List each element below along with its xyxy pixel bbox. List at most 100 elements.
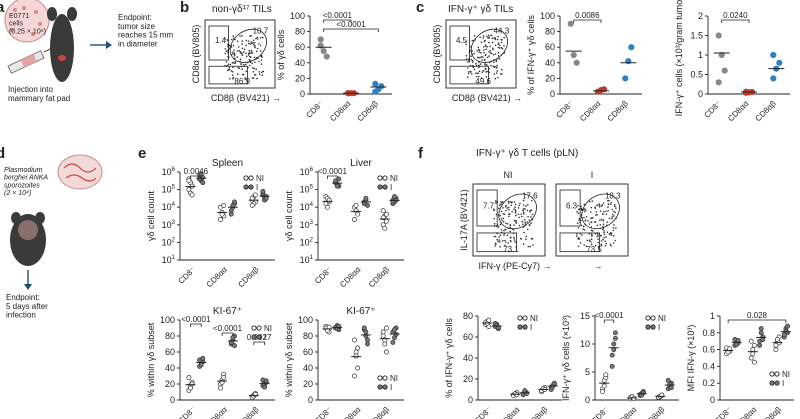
text-line: cells [9,21,24,28]
event-dot [475,64,478,67]
category-label: CD8αβ [367,265,391,289]
event-dot [467,67,469,69]
event-dot [475,72,477,74]
category-label: CD8αα [205,265,229,289]
panel-d-label: d [0,145,5,162]
event-dot [253,41,256,44]
event-dot [597,238,599,240]
event-dot [492,53,495,56]
y-axis-label: % within γδ subset [146,322,156,397]
event-dot [231,53,234,55]
event-dot [483,51,485,54]
chart-title: Liver [350,158,372,169]
event-dot [243,48,246,51]
event-dot [575,235,578,237]
y-tick-label: 0 [698,89,703,99]
data-point-ni [601,383,607,389]
event-dot [497,46,500,49]
data-point-ni [751,342,757,348]
event-dot [471,73,473,75]
event-dot [251,51,253,53]
event-dot [504,205,507,208]
legend-ni-label: NI [256,174,264,183]
event-dot [249,35,251,37]
event-dot [510,201,513,204]
event-dot [232,35,235,37]
category-label: CD8αα [205,405,229,419]
event-dot [256,47,259,50]
text-line: Plasmodium [4,167,43,174]
event-dot [260,59,263,61]
event-dot [590,233,593,235]
event-dot [254,46,256,49]
tick-exponent: 1 [310,255,314,261]
event-dot [484,39,486,42]
event-dot [473,68,476,71]
data-point-i [198,362,204,368]
gate-value: 17.6 [522,191,538,200]
event-dot [234,57,236,60]
event-dot [477,46,480,49]
event-dot [239,35,241,37]
y-tick-label: 0.5 [690,70,703,80]
category-label: CD8αα [726,99,750,123]
event-dot [495,243,497,246]
event-dot [226,39,229,41]
flow-y-axis-label: CD8α (BV805) [432,25,442,84]
data-point-ni [382,225,388,231]
significance-bracket [190,175,202,179]
event-dot [497,225,500,228]
text-line: reaches 15 mm [118,31,173,40]
event-dot [497,51,500,54]
event-dot [524,223,527,225]
data-point-i [363,195,369,201]
flow-y-axis-label: CD8α (BV805) [191,25,201,84]
event-dot [521,215,523,218]
sporozoite-text: Plasmodium berghei ANKA sporozoites (2 × 10… [4,167,48,197]
event-dot [591,200,593,202]
event-dot [508,209,510,211]
event-dot [472,61,474,64]
y-tick-label: 0 [468,395,473,405]
tick-exponent: 6 [310,167,314,173]
data-point-ni [252,192,258,198]
chart-b-percent: 0 20 40 60 80 100 % of γδ cells CD8⁻ CD8αα CD8αβ <… [276,11,392,123]
event-dot [232,76,235,79]
event-dot [578,219,580,221]
event-dot [467,76,469,78]
event-dot [583,244,585,246]
endpoint-d-text: Endpoint: 5 days after infection [6,293,48,320]
y-axis-label: IFN-γ⁺ γδ cells (×10³) [561,315,571,401]
event-dot [602,228,604,231]
event-dot [613,210,615,213]
event-dot [522,204,525,206]
y-tick-label: 102 [162,237,176,247]
y-tick-label: 100 [160,315,175,325]
event-dot [245,55,248,58]
category-label: CD8⁻ [313,405,334,419]
event-dot [530,199,533,202]
event-dot [252,42,254,44]
category-label: CD8αβ [525,405,549,419]
gate-value: 10.7 [253,27,269,36]
event-dot [465,43,468,46]
event-dot [506,207,508,209]
legend-ni-marker [517,315,523,321]
event-dot [580,205,582,208]
event-dot [233,53,236,56]
y-tick-label: 10 [580,339,590,349]
data-point-ni [380,333,386,339]
gate-value: 73.5 [586,245,602,254]
event-dot [478,51,481,53]
data-point-i [609,363,615,369]
text-line: Endpoint: [6,293,40,302]
event-dot [252,43,255,46]
event-dot [232,51,234,53]
event-dot [233,55,236,57]
event-dot [577,205,579,207]
event-dot [477,48,480,51]
event-dot [484,63,486,65]
event-dot [505,222,507,225]
event-dot [250,41,253,43]
y-tick-label: 60 [463,332,473,342]
